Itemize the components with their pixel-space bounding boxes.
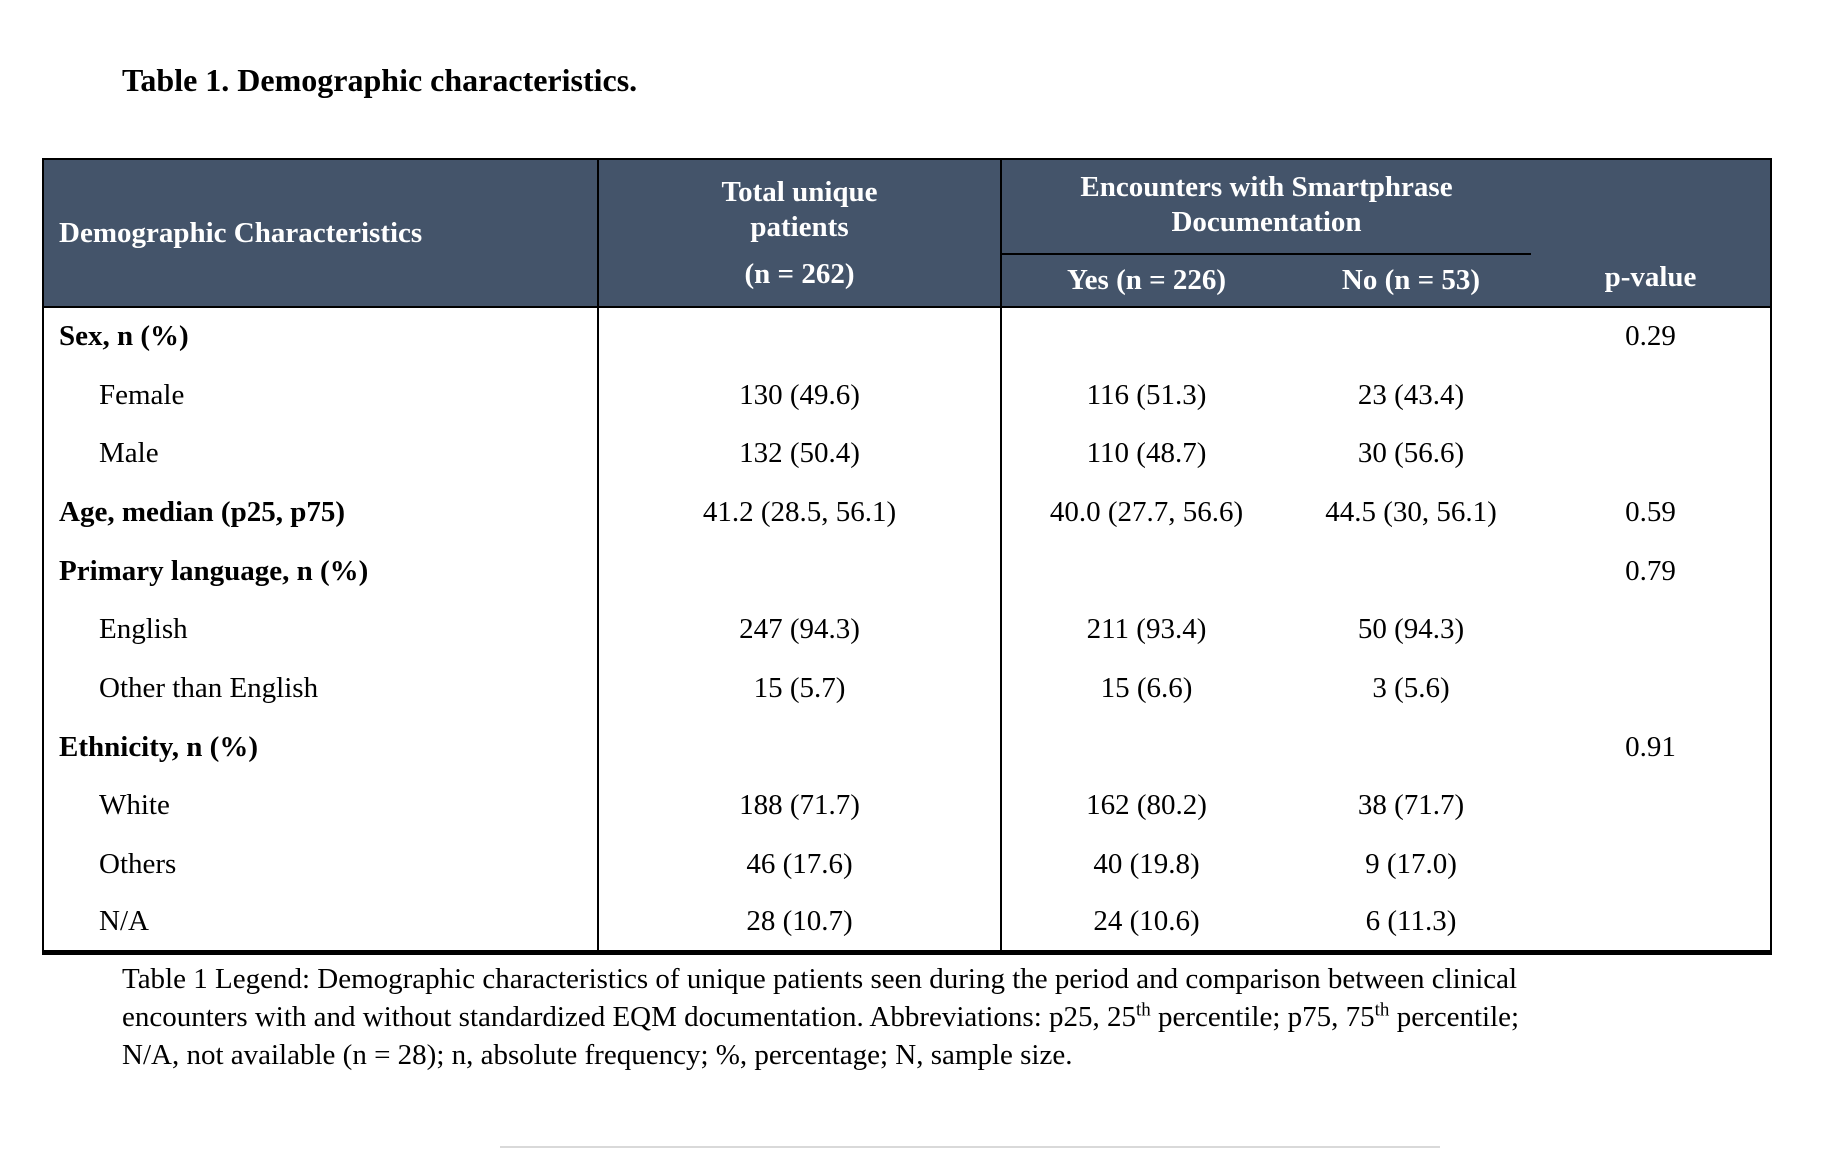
header-no: No (n = 53) bbox=[1291, 254, 1531, 308]
header-pvalue: p-value bbox=[1531, 159, 1771, 308]
row-label: Others bbox=[43, 835, 599, 894]
table-body: Sex, n (%) 0.29 Female 130 (49.6) 116 (5… bbox=[43, 307, 1771, 953]
header-row-1: Demographic Characteristics Total unique… bbox=[43, 159, 1771, 308]
p-value-cell bbox=[1531, 894, 1771, 953]
header-total-n: (n = 262) bbox=[744, 258, 855, 291]
header-yes: Yes (n = 226) bbox=[1001, 254, 1291, 308]
yes-value: 40.0 (27.7, 56.6) bbox=[1049, 495, 1244, 528]
row-label: Primary language, n (%) bbox=[43, 541, 599, 601]
yes-value: 162 (80.2) bbox=[1086, 789, 1207, 822]
demographics-table: Demographic Characteristics Total unique… bbox=[42, 158, 1772, 956]
yes-value bbox=[1001, 718, 1291, 777]
p-value-cell bbox=[1531, 835, 1771, 894]
table-title: Table 1. Demographic characteristics. bbox=[122, 62, 638, 98]
yes-value: 15 (6.6) bbox=[1100, 671, 1193, 704]
p-value-cell: 0.79 bbox=[1625, 554, 1676, 587]
table-row: Ethnicity, n (%) 0.91 bbox=[43, 717, 1771, 777]
total-value: 41.2 (28.5, 56.1) bbox=[598, 483, 1002, 542]
no-value: 9 (17.0) bbox=[1365, 848, 1457, 881]
row-label: English bbox=[43, 600, 599, 660]
header-total-label: Total unique patients bbox=[721, 175, 878, 243]
table-row: N/A 28 (10.7) 24 (10.6) 6 (11.3) bbox=[43, 893, 1771, 953]
row-label: Other than English bbox=[43, 659, 599, 718]
row-label: N/A bbox=[43, 893, 599, 953]
legend-text: Table 1 Legend: Demographic characterist… bbox=[122, 963, 1518, 1033]
header-row-2: Yes (n = 226) No (n = 53) bbox=[43, 254, 1771, 308]
table-row: Male 132 (50.4) 110 (48.7) 30 (56.6) bbox=[43, 424, 1771, 484]
total-value: 132 (50.4) bbox=[598, 424, 1002, 484]
header-demographic: Demographic Characteristics bbox=[43, 159, 599, 308]
total-value: 247 (94.3) bbox=[598, 600, 1002, 660]
header-encounters-group: Encounters with Smartphrase Documentatio… bbox=[1001, 159, 1531, 255]
p-value-cell: 0.29 bbox=[1625, 320, 1676, 353]
table-row: English 247 (94.3) 211 (93.4) 50 (94.3) bbox=[43, 600, 1771, 660]
p-value-cell: 0.91 bbox=[1625, 730, 1676, 763]
row-label: Ethnicity, n (%) bbox=[43, 717, 599, 777]
yes-value: 40 (19.8) bbox=[1093, 848, 1200, 881]
total-value: 15 (5.7) bbox=[598, 659, 1002, 718]
legend-superscript: th bbox=[1374, 999, 1390, 1021]
table-row: Female 130 (49.6) 116 (51.3) 23 (43.4) bbox=[43, 365, 1771, 425]
no-value bbox=[1291, 718, 1531, 777]
total-value: 46 (17.6) bbox=[598, 835, 1002, 894]
total-value: 28 (10.7) bbox=[598, 893, 1002, 953]
bottom-divider-line bbox=[500, 1146, 1440, 1148]
table-row: White 188 (71.7) 162 (80.2) 38 (71.7) bbox=[43, 776, 1771, 836]
p-value-cell: 0.59 bbox=[1625, 495, 1676, 528]
table-row: Age, median (p25, p75) 41.2 (28.5, 56.1)… bbox=[43, 483, 1771, 542]
total-value bbox=[598, 307, 1002, 366]
row-label: Female bbox=[43, 365, 599, 425]
row-label: Male bbox=[43, 424, 599, 484]
total-value bbox=[598, 541, 1002, 601]
no-value: 3 (5.6) bbox=[1372, 671, 1450, 704]
yes-value bbox=[1001, 307, 1291, 366]
table-row: Others 46 (17.6) 40 (19.8) 9 (17.0) bbox=[43, 835, 1771, 894]
p-value-cell bbox=[1531, 366, 1771, 425]
total-value: 130 (49.6) bbox=[598, 365, 1002, 425]
row-label: Sex, n (%) bbox=[43, 307, 599, 366]
no-value: 30 (56.6) bbox=[1357, 437, 1465, 470]
p-value-cell bbox=[1531, 600, 1771, 659]
row-label: Age, median (p25, p75) bbox=[43, 483, 599, 542]
yes-value: 211 (93.4) bbox=[1086, 613, 1207, 646]
p-value-cell bbox=[1531, 777, 1771, 836]
table-row: Other than English 15 (5.7) 15 (6.6) 3 (… bbox=[43, 659, 1771, 718]
legend-text: percentile; N/A, not available (n = 28);… bbox=[122, 1001, 1520, 1071]
table-legend: Table 1 Legend: Demographic characterist… bbox=[122, 960, 1582, 1074]
no-value: 38 (71.7) bbox=[1357, 789, 1465, 822]
no-value bbox=[1291, 542, 1531, 601]
yes-value: 110 (48.7) bbox=[1086, 437, 1207, 470]
legend-text: percentile; p75, 75 bbox=[1150, 1001, 1375, 1033]
legend-superscript: th bbox=[1136, 999, 1151, 1021]
table-row: Sex, n (%) 0.29 bbox=[43, 307, 1771, 366]
yes-value: 24 (10.6) bbox=[1093, 905, 1200, 938]
total-value: 188 (71.7) bbox=[598, 776, 1002, 836]
header-total-patients: Total unique patients (n = 262) bbox=[598, 159, 1002, 308]
yes-value: 116 (51.3) bbox=[1086, 378, 1207, 411]
no-value: 6 (11.3) bbox=[1365, 905, 1457, 938]
total-value bbox=[598, 717, 1002, 777]
no-value: 23 (43.4) bbox=[1357, 378, 1465, 411]
no-value: 50 (94.3) bbox=[1357, 613, 1465, 646]
p-value-cell bbox=[1531, 424, 1771, 483]
table-header: Demographic Characteristics Total unique… bbox=[43, 159, 1771, 308]
table-row: Primary language, n (%) 0.79 bbox=[43, 541, 1771, 601]
no-value: 44.5 (30, 56.1) bbox=[1325, 495, 1497, 528]
p-value-cell bbox=[1531, 659, 1771, 718]
no-value bbox=[1291, 307, 1531, 366]
row-label: White bbox=[43, 776, 599, 836]
yes-value bbox=[1001, 542, 1291, 601]
